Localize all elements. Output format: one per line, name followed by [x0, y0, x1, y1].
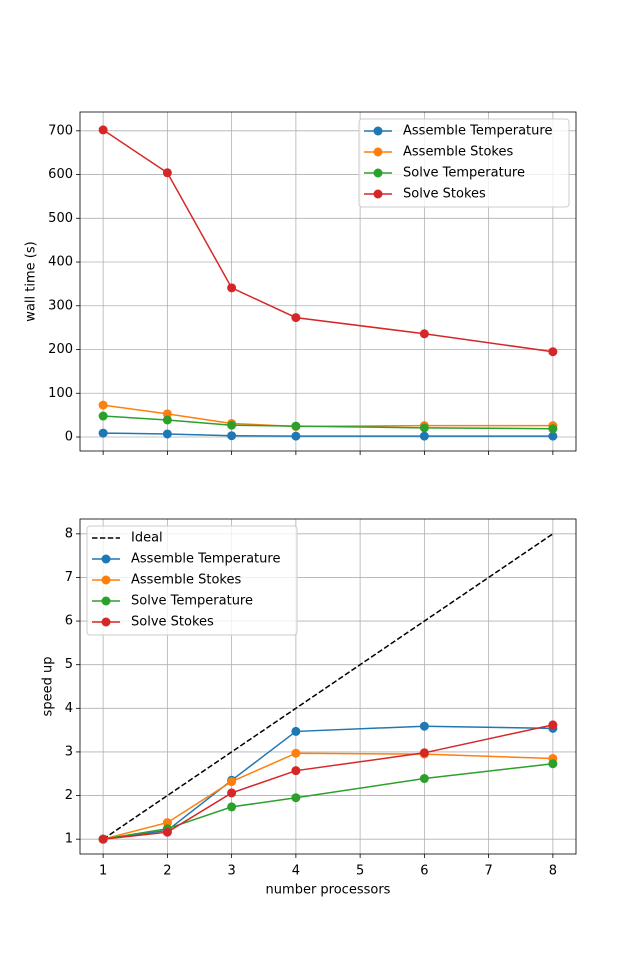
data-point: [227, 283, 237, 293]
data-point: [291, 726, 301, 736]
series-line: [102, 533, 554, 840]
legend-marker: [373, 168, 383, 178]
data-point: [548, 347, 558, 357]
legend-marker: [373, 126, 383, 136]
y-tick-label: 300: [48, 298, 73, 313]
data-point: [419, 721, 429, 731]
data-point: [419, 774, 429, 784]
y-tick-label: 4: [65, 701, 73, 716]
data-point: [291, 748, 301, 758]
data-point: [98, 400, 108, 410]
legend-marker: [101, 554, 111, 564]
data-point: [227, 802, 237, 812]
legend-box: [358, 118, 570, 208]
data-point: [291, 766, 301, 776]
x-axis-label: number processors: [266, 883, 391, 898]
data-point: [98, 411, 108, 421]
series-line: [103, 432, 553, 437]
data-point: [227, 788, 237, 798]
data-point: [548, 431, 558, 441]
data-point: [227, 777, 237, 787]
series-line: [103, 415, 553, 430]
y-tick-label: 500: [48, 211, 73, 226]
legend-label: Assemble Stokes: [403, 145, 513, 160]
legend-label: Solve Temperature: [131, 594, 253, 609]
legend-marker: [373, 189, 383, 199]
legend-marker: [101, 575, 111, 585]
legend-marker: [373, 147, 383, 157]
data-point: [548, 759, 558, 769]
legend-label: Assemble Temperature: [403, 124, 552, 139]
legend-label: Ideal: [131, 531, 163, 546]
legend-label: Assemble Stokes: [131, 573, 241, 588]
y-tick-label: 200: [48, 342, 73, 357]
x-tick-label: 3: [227, 864, 235, 879]
series-line: [103, 724, 554, 840]
y-axis-label: speed up: [41, 657, 56, 717]
data-point: [548, 720, 558, 730]
legend-box: [86, 525, 298, 636]
data-point: [162, 827, 172, 837]
legend-label: Solve Stokes: [403, 187, 486, 202]
series-line: [102, 752, 553, 840]
legend-marker: [101, 617, 111, 627]
y-tick-label: 400: [48, 255, 73, 270]
data-point: [419, 431, 429, 441]
y-tick-label: 700: [48, 123, 73, 138]
series-line: [103, 762, 553, 840]
x-tick-label: 2: [163, 864, 171, 879]
x-tick-label: 1: [99, 864, 107, 879]
data-point: [291, 313, 301, 323]
series-line: [102, 129, 553, 353]
y-tick-label: 5: [65, 657, 73, 672]
y-tick-label: 8: [65, 526, 73, 541]
legend-label: Solve Temperature: [403, 166, 525, 181]
plot-frame: [79, 111, 577, 452]
data-point: [291, 421, 301, 431]
data-point: [419, 748, 429, 758]
y-tick-label: 1: [65, 832, 73, 847]
legend-label: Solve Stokes: [131, 615, 214, 630]
data-point: [227, 420, 237, 430]
data-point: [98, 428, 108, 438]
data-point: [162, 168, 172, 178]
data-point: [291, 431, 301, 441]
y-tick-label: 6: [65, 614, 73, 629]
data-point: [419, 423, 429, 433]
data-point: [162, 415, 172, 425]
data-point: [227, 431, 237, 441]
series-line: [103, 725, 553, 840]
data-point: [98, 125, 108, 135]
y-tick-label: 7: [65, 570, 73, 585]
legend-marker: [101, 596, 111, 606]
data-point: [419, 329, 429, 339]
x-tick-label: 7: [484, 864, 492, 879]
y-tick-label: 600: [48, 167, 73, 182]
x-tick-label: 4: [292, 864, 300, 879]
y-tick-label: 3: [65, 744, 73, 759]
plot-frame: [79, 518, 577, 855]
y-tick-label: 0: [65, 430, 73, 445]
y-tick-label: 2: [65, 788, 73, 803]
y-tick-label: 100: [48, 386, 73, 401]
data-point: [162, 429, 172, 439]
x-tick-label: 5: [356, 864, 364, 879]
data-point: [98, 834, 108, 844]
legend-label: Assemble Temperature: [131, 552, 280, 567]
x-tick-label: 6: [420, 864, 428, 879]
x-tick-label: 8: [549, 864, 557, 879]
y-axis-label: wall time (s): [24, 241, 39, 321]
data-point: [548, 424, 558, 434]
data-point: [291, 793, 301, 803]
